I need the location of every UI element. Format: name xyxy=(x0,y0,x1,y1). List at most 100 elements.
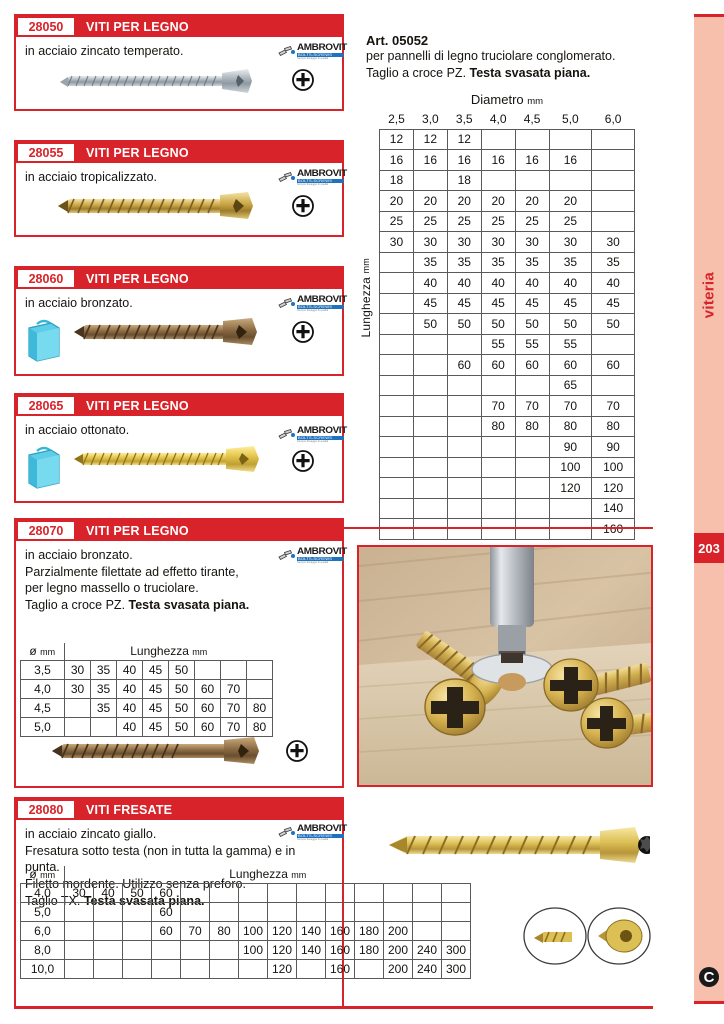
length-caption-unit: mm xyxy=(361,258,371,274)
length-cell: 45 xyxy=(480,292,516,314)
length-cell: 12 xyxy=(379,128,414,150)
product-code: 28080 xyxy=(18,801,74,818)
ambrovit-logo: AMBROVIT BOLTS-SCREWS Sempre fissaggio d… xyxy=(278,426,347,444)
length-cell: 40 xyxy=(116,716,143,737)
brand-tagline: Sempre fissaggio di qualità xyxy=(297,183,329,186)
dia-header-unit: mm xyxy=(40,647,56,658)
length-cell: 50 xyxy=(168,716,195,737)
blue-package-icon xyxy=(28,319,60,362)
length-cell: 20 xyxy=(548,190,593,212)
diameter-cell: 5,0 xyxy=(20,901,65,922)
empty-cell xyxy=(64,901,94,922)
table-28080: ø mm Lunghezza mm 4,0 30 40 50 60 5,0 60 6,0 60 70 8… xyxy=(20,866,471,979)
length-cell: 30 xyxy=(514,231,550,253)
diameter-header-cell: 4,5 xyxy=(515,110,550,130)
empty-cell xyxy=(480,169,516,191)
empty-cell xyxy=(514,477,550,499)
section-body: in acciaio bronzato. Parzialmente filett… xyxy=(16,541,342,614)
length-cell: 240 xyxy=(412,939,442,960)
diameter-cell: 8,0 xyxy=(20,939,65,960)
length-cell: 40 xyxy=(514,272,550,294)
length-cell: 16 xyxy=(446,149,482,171)
empty-cell xyxy=(480,497,516,519)
article-code: Art. 05052 xyxy=(366,33,429,48)
section-body: in acciaio zincato temperato. xyxy=(16,37,342,60)
empty-cell xyxy=(379,354,414,376)
length-cell: 35 xyxy=(90,659,117,680)
length-cell: 80 xyxy=(548,415,593,437)
table-row: 160 xyxy=(379,518,635,540)
empty-cell xyxy=(296,958,326,979)
length-cell: 25 xyxy=(548,210,593,232)
diameter-header-cell: 5,0 xyxy=(549,110,592,130)
length-cell: 70 xyxy=(591,395,635,417)
empty-cell xyxy=(379,251,414,273)
screws-icon xyxy=(278,550,295,561)
empty-cell xyxy=(238,882,268,903)
product-description-line-1: in acciaio bronzato. xyxy=(25,548,133,562)
table-row: 4,5 35 40 45 50 60 70 80 xyxy=(20,697,273,718)
length-cell: 35 xyxy=(412,251,448,273)
side-tab-label: viteria xyxy=(700,272,718,319)
diameter-header-cell: 6,0 xyxy=(591,110,635,130)
brand-subtitle: BOLTS-SCREWS xyxy=(297,53,345,57)
screw-illustration-bronze xyxy=(74,318,257,345)
empty-cell xyxy=(122,958,152,979)
empty-cell xyxy=(412,477,448,499)
brand-tagline: Sempre fissaggio di qualità xyxy=(297,440,329,443)
length-cell: 160 xyxy=(325,939,355,960)
table-row: 10,0 120 160 200 240 300 xyxy=(20,958,471,979)
length-cell: 90 xyxy=(591,436,635,458)
length-cell: 40 xyxy=(412,272,448,294)
empty-cell xyxy=(379,395,414,417)
screws-icon xyxy=(278,46,295,57)
length-cell: 65 xyxy=(548,374,593,396)
ambrovit-logo: AMBROVIT BOLTS-SCREWS Sempre fissaggio d… xyxy=(278,42,347,61)
length-cell: 70 xyxy=(514,395,550,417)
empty-cell xyxy=(446,415,482,437)
pozidriv-icon xyxy=(292,195,314,217)
section-header: 28070 VITI PER LEGNO xyxy=(16,520,342,541)
table-row: 50 50 50 50 50 50 xyxy=(379,313,635,335)
length-cell: 80 xyxy=(246,716,273,737)
screw-illustration-zinc xyxy=(60,69,252,93)
table-row: 100 100 xyxy=(379,456,635,478)
product-code: 28065 xyxy=(18,397,74,414)
empty-cell xyxy=(354,958,384,979)
empty-cell xyxy=(441,901,471,922)
product-description-line-1: in acciaio zincato giallo. xyxy=(25,827,157,841)
length-cell: 60 xyxy=(446,354,482,376)
empty-cell xyxy=(412,497,448,519)
brand-name: AMBROVIT xyxy=(297,823,347,834)
length-cell: 45 xyxy=(142,659,169,680)
product-photo xyxy=(357,545,653,787)
empty-cell xyxy=(93,939,123,960)
product-code: 28070 xyxy=(18,522,74,539)
length-cell: 100 xyxy=(548,456,593,478)
product-description-line-2: Parzialmente filettate ad effetto tirant… xyxy=(25,564,239,579)
length-cell: 30 xyxy=(446,231,482,253)
length-cell: 180 xyxy=(354,920,384,941)
length-cell: 55 xyxy=(480,333,516,355)
pozidriv-icon xyxy=(292,321,314,343)
empty-cell xyxy=(122,939,152,960)
empty-cell xyxy=(412,901,442,922)
brand-subtitle: BOLTS-SCREWS xyxy=(297,834,345,838)
empty-cell xyxy=(209,939,239,960)
empty-cell xyxy=(412,169,448,191)
empty-cell xyxy=(296,882,326,903)
length-cell: 50 xyxy=(446,313,482,335)
brand-name: AMBROVIT xyxy=(297,42,347,53)
empty-cell xyxy=(379,415,414,437)
empty-cell xyxy=(180,901,210,922)
length-cell: 140 xyxy=(591,497,635,519)
empty-cell xyxy=(591,374,635,396)
length-cell: 50 xyxy=(168,678,195,699)
length-cell: 45 xyxy=(446,292,482,314)
pozidriv-icon xyxy=(286,740,308,762)
empty-cell xyxy=(325,901,355,922)
section-header: 28050 VITI PER LEGNO xyxy=(16,16,342,37)
empty-cell xyxy=(412,882,442,903)
empty-cell xyxy=(180,882,210,903)
length-cell: 120 xyxy=(267,958,297,979)
